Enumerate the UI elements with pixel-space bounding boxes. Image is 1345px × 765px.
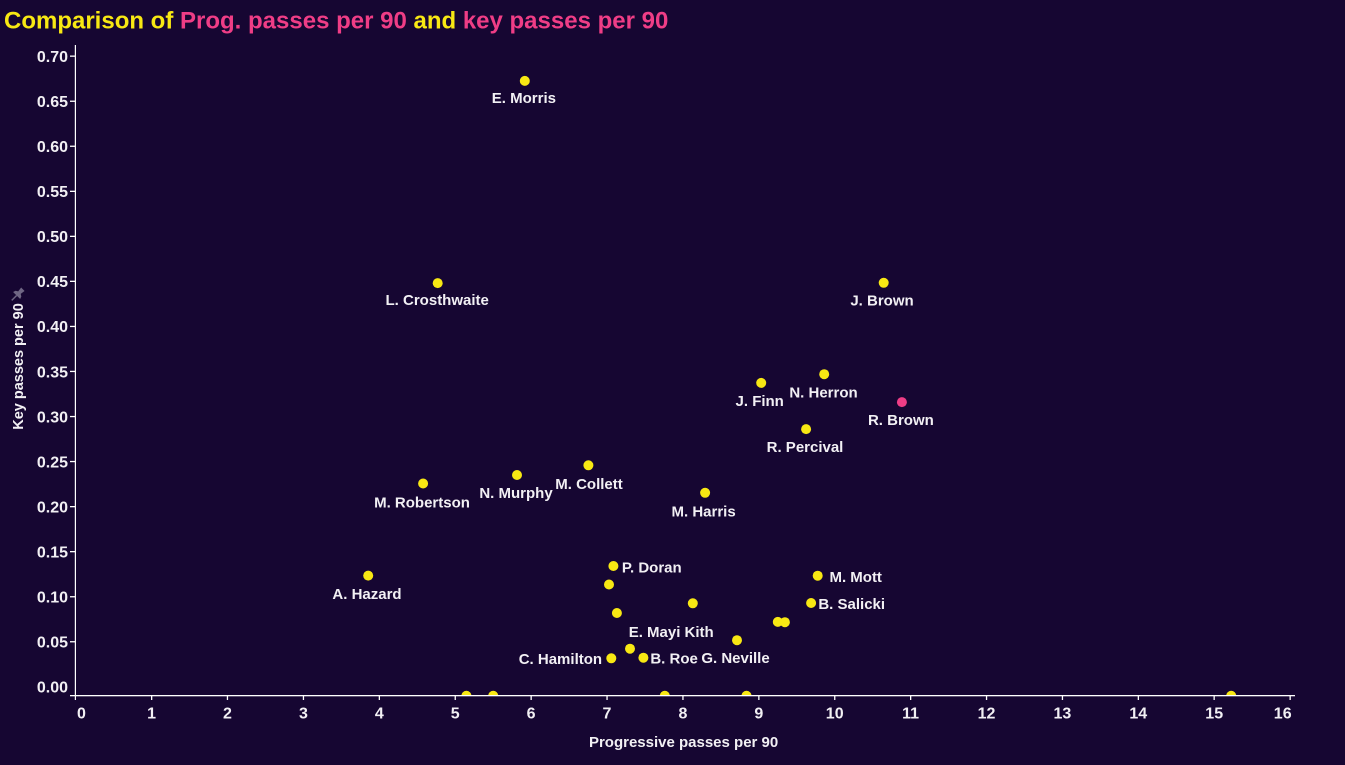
svg-text:0.30: 0.30 (37, 409, 68, 426)
svg-text:3: 3 (299, 706, 308, 723)
svg-text:13: 13 (1054, 706, 1072, 723)
svg-text:R. Percival: R. Percival (767, 439, 844, 456)
svg-text:0.35: 0.35 (37, 364, 68, 381)
svg-text:0: 0 (77, 706, 86, 723)
svg-text:E. Morris: E. Morris (492, 90, 556, 107)
svg-text:Comparison of Prog. passes per: Comparison of Prog. passes per 90 and ke… (4, 8, 668, 35)
svg-text:L. Crosthwaite: L. Crosthwaite (386, 292, 489, 309)
svg-text:0.00: 0.00 (37, 680, 68, 697)
svg-text:0.60: 0.60 (37, 139, 68, 156)
svg-text:E. Mayi Kith: E. Mayi Kith (629, 624, 714, 641)
svg-text:0.15: 0.15 (37, 545, 68, 562)
svg-text:N. Herron: N. Herron (789, 384, 857, 401)
svg-text:9: 9 (754, 706, 763, 723)
svg-text:12: 12 (978, 706, 996, 723)
svg-text:R. Brown: R. Brown (868, 412, 934, 429)
svg-text:8: 8 (678, 706, 687, 723)
svg-text:7: 7 (603, 706, 612, 723)
svg-text:15: 15 (1205, 706, 1223, 723)
svg-text:Progressive passes per 90: Progressive passes per 90 (589, 734, 778, 751)
svg-text:M. Harris: M. Harris (671, 504, 735, 521)
svg-text:0.45: 0.45 (37, 274, 68, 291)
svg-text:6: 6 (527, 706, 536, 723)
svg-text:0.65: 0.65 (37, 94, 68, 111)
svg-text:0.40: 0.40 (37, 319, 68, 336)
svg-text:0.70: 0.70 (37, 49, 68, 66)
svg-text:G. Neville: G. Neville (701, 650, 769, 667)
svg-text:Key passes per 90: Key passes per 90 (11, 303, 27, 430)
svg-text:4: 4 (375, 706, 384, 723)
svg-text:N. Murphy: N. Murphy (479, 485, 553, 502)
svg-text:C. Hamilton: C. Hamilton (519, 651, 602, 668)
svg-text:0.20: 0.20 (37, 499, 68, 516)
svg-text:2: 2 (223, 706, 232, 723)
svg-text:P. Doran: P. Doran (622, 559, 682, 576)
svg-text:A. Hazard: A. Hazard (332, 586, 401, 603)
svg-text:B. Roe: B. Roe (650, 651, 698, 668)
svg-text:0.55: 0.55 (37, 184, 68, 201)
svg-text:14: 14 (1129, 706, 1147, 723)
svg-text:M. Robertson: M. Robertson (374, 494, 470, 511)
svg-text:1: 1 (147, 706, 156, 723)
svg-text:16: 16 (1274, 706, 1292, 723)
svg-text:0.10: 0.10 (37, 590, 68, 607)
svg-text:0.25: 0.25 (37, 454, 68, 471)
svg-text:J. Finn: J. Finn (736, 393, 784, 410)
svg-text:J. Brown: J. Brown (850, 292, 913, 309)
svg-text:0.05: 0.05 (37, 635, 68, 652)
svg-text:11: 11 (902, 706, 919, 723)
svg-text:0.50: 0.50 (37, 229, 68, 246)
svg-text:B. Salicki: B. Salicki (818, 596, 885, 613)
svg-text:5: 5 (451, 706, 460, 723)
svg-text:10: 10 (826, 706, 844, 723)
svg-text:M. Mott: M. Mott (829, 569, 881, 586)
svg-text:M. Collett: M. Collett (555, 476, 623, 493)
